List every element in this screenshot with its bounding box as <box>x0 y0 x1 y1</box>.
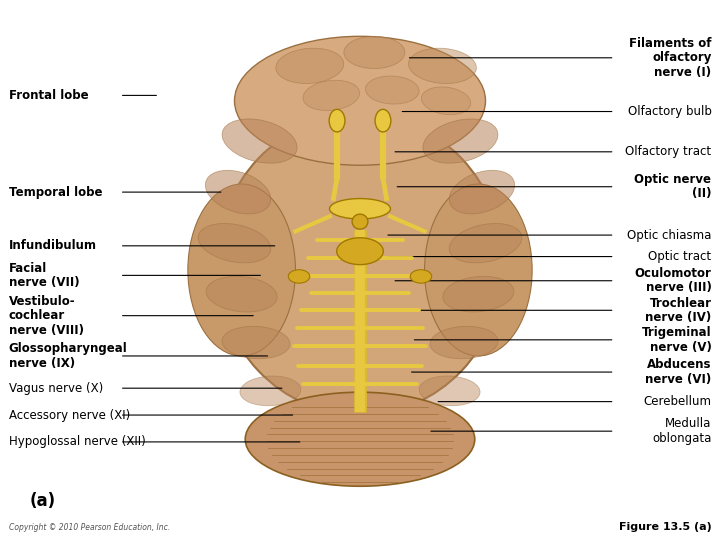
Text: Trochlear
nerve (IV): Trochlear nerve (IV) <box>645 296 711 324</box>
Ellipse shape <box>419 376 480 406</box>
Ellipse shape <box>206 276 277 312</box>
Ellipse shape <box>198 224 271 263</box>
Text: Filaments of
olfactory
nerve (I): Filaments of olfactory nerve (I) <box>629 37 711 79</box>
Ellipse shape <box>421 87 471 114</box>
Ellipse shape <box>408 48 477 84</box>
Ellipse shape <box>330 199 390 219</box>
Text: Optic chiasma: Optic chiasma <box>627 228 711 241</box>
Text: Olfactory bulb: Olfactory bulb <box>628 105 711 118</box>
Ellipse shape <box>329 110 345 132</box>
Ellipse shape <box>337 238 383 265</box>
Ellipse shape <box>303 80 360 111</box>
Text: Hypoglossal nerve (XII): Hypoglossal nerve (XII) <box>9 435 145 448</box>
Text: Oculomotor
nerve (III): Oculomotor nerve (III) <box>634 267 711 294</box>
Text: Trigeminal
nerve (V): Trigeminal nerve (V) <box>642 326 711 354</box>
Text: Frontal lobe: Frontal lobe <box>9 89 88 102</box>
Ellipse shape <box>425 184 532 356</box>
Ellipse shape <box>240 376 301 406</box>
Ellipse shape <box>430 326 498 359</box>
Text: Cerebellum: Cerebellum <box>644 395 711 408</box>
Ellipse shape <box>288 270 310 283</box>
Text: Facial
nerve (VII): Facial nerve (VII) <box>9 261 79 289</box>
Ellipse shape <box>449 170 515 214</box>
Ellipse shape <box>222 326 290 359</box>
Text: Medulla
oblongata: Medulla oblongata <box>652 417 711 445</box>
Ellipse shape <box>235 36 485 165</box>
Ellipse shape <box>443 276 514 312</box>
Text: Olfactory tract: Olfactory tract <box>625 145 711 158</box>
Text: Infundibulum: Infundibulum <box>9 239 96 252</box>
Text: Vestibulo-
cochlear
nerve (VIII): Vestibulo- cochlear nerve (VIII) <box>9 295 84 336</box>
Ellipse shape <box>352 214 368 229</box>
Text: (a): (a) <box>30 492 56 510</box>
Ellipse shape <box>246 392 474 486</box>
Ellipse shape <box>217 114 503 415</box>
Text: Vagus nerve (X): Vagus nerve (X) <box>9 382 103 395</box>
Text: Copyright © 2010 Pearson Education, Inc.: Copyright © 2010 Pearson Education, Inc. <box>9 523 170 532</box>
Ellipse shape <box>276 48 343 84</box>
Ellipse shape <box>222 119 297 163</box>
Text: Figure 13.5 (a): Figure 13.5 (a) <box>618 522 711 532</box>
Ellipse shape <box>423 119 498 163</box>
Ellipse shape <box>375 110 391 132</box>
Text: Glossopharyngeal
nerve (IX): Glossopharyngeal nerve (IX) <box>9 342 127 370</box>
Ellipse shape <box>410 270 432 283</box>
Ellipse shape <box>449 224 522 263</box>
Text: Abducens
nerve (VI): Abducens nerve (VI) <box>645 359 711 386</box>
Text: Temporal lobe: Temporal lobe <box>9 186 102 199</box>
Text: Optic nerve
(II): Optic nerve (II) <box>634 173 711 200</box>
Ellipse shape <box>188 184 295 356</box>
Text: Accessory nerve (XI): Accessory nerve (XI) <box>9 409 130 422</box>
Text: Optic tract: Optic tract <box>648 250 711 263</box>
Ellipse shape <box>344 36 405 69</box>
Ellipse shape <box>366 76 419 104</box>
Ellipse shape <box>205 170 271 214</box>
